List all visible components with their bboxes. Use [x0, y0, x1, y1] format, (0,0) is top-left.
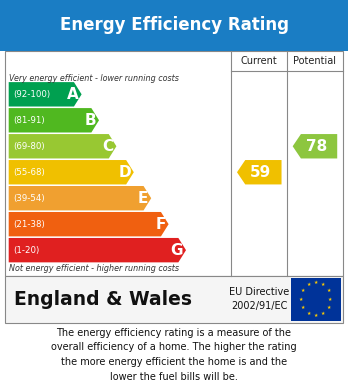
Text: (92-100): (92-100): [13, 90, 50, 99]
Text: D: D: [118, 165, 131, 180]
Text: ★: ★: [321, 311, 325, 316]
Bar: [0, 0, 348, 51]
Text: 59: 59: [250, 165, 271, 180]
Text: (69-80): (69-80): [13, 142, 45, 151]
Text: ★: ★: [306, 282, 311, 287]
Polygon shape: [9, 134, 117, 158]
Polygon shape: [9, 82, 81, 106]
Text: (21-38): (21-38): [13, 220, 45, 229]
Text: (81-91): (81-91): [13, 116, 45, 125]
Text: Very energy efficient - lower running costs: Very energy efficient - lower running co…: [9, 74, 179, 83]
Polygon shape: [293, 134, 337, 158]
Polygon shape: [9, 160, 134, 185]
Text: C: C: [103, 139, 114, 154]
Polygon shape: [9, 212, 169, 237]
Bar: [5, 51, 343, 276]
Text: B: B: [85, 113, 96, 128]
Text: ★: ★: [299, 297, 303, 301]
Polygon shape: [237, 160, 282, 185]
Polygon shape: [9, 186, 151, 210]
Text: ★: ★: [314, 313, 318, 318]
Text: ★: ★: [301, 289, 306, 293]
Text: England & Wales: England & Wales: [14, 290, 192, 308]
Text: EU Directive
2002/91/EC: EU Directive 2002/91/EC: [229, 287, 290, 311]
Text: ★: ★: [326, 305, 331, 310]
Text: (55-68): (55-68): [13, 168, 45, 177]
Bar: [5, 276, 343, 323]
Text: The energy efficiency rating is a measure of the
overall efficiency of a home. T: The energy efficiency rating is a measur…: [51, 328, 297, 382]
Text: ★: ★: [321, 282, 325, 287]
Text: Not energy efficient - higher running costs: Not energy efficient - higher running co…: [9, 264, 179, 273]
Text: (39-54): (39-54): [13, 194, 45, 203]
Text: ★: ★: [314, 280, 318, 285]
Text: F: F: [156, 217, 166, 232]
Bar: [291, 278, 341, 321]
Polygon shape: [9, 108, 99, 133]
Text: Current: Current: [241, 56, 278, 66]
Text: Energy Efficiency Rating: Energy Efficiency Rating: [60, 16, 288, 34]
Text: Potential: Potential: [293, 56, 337, 66]
Text: ★: ★: [326, 289, 331, 293]
Text: (1-20): (1-20): [13, 246, 39, 255]
Text: ★: ★: [301, 305, 306, 310]
Text: ★: ★: [306, 311, 311, 316]
Text: 78: 78: [306, 139, 327, 154]
Text: E: E: [138, 191, 149, 206]
Text: ★: ★: [328, 297, 333, 301]
Text: A: A: [67, 87, 79, 102]
Text: G: G: [171, 243, 183, 258]
Polygon shape: [9, 238, 186, 262]
